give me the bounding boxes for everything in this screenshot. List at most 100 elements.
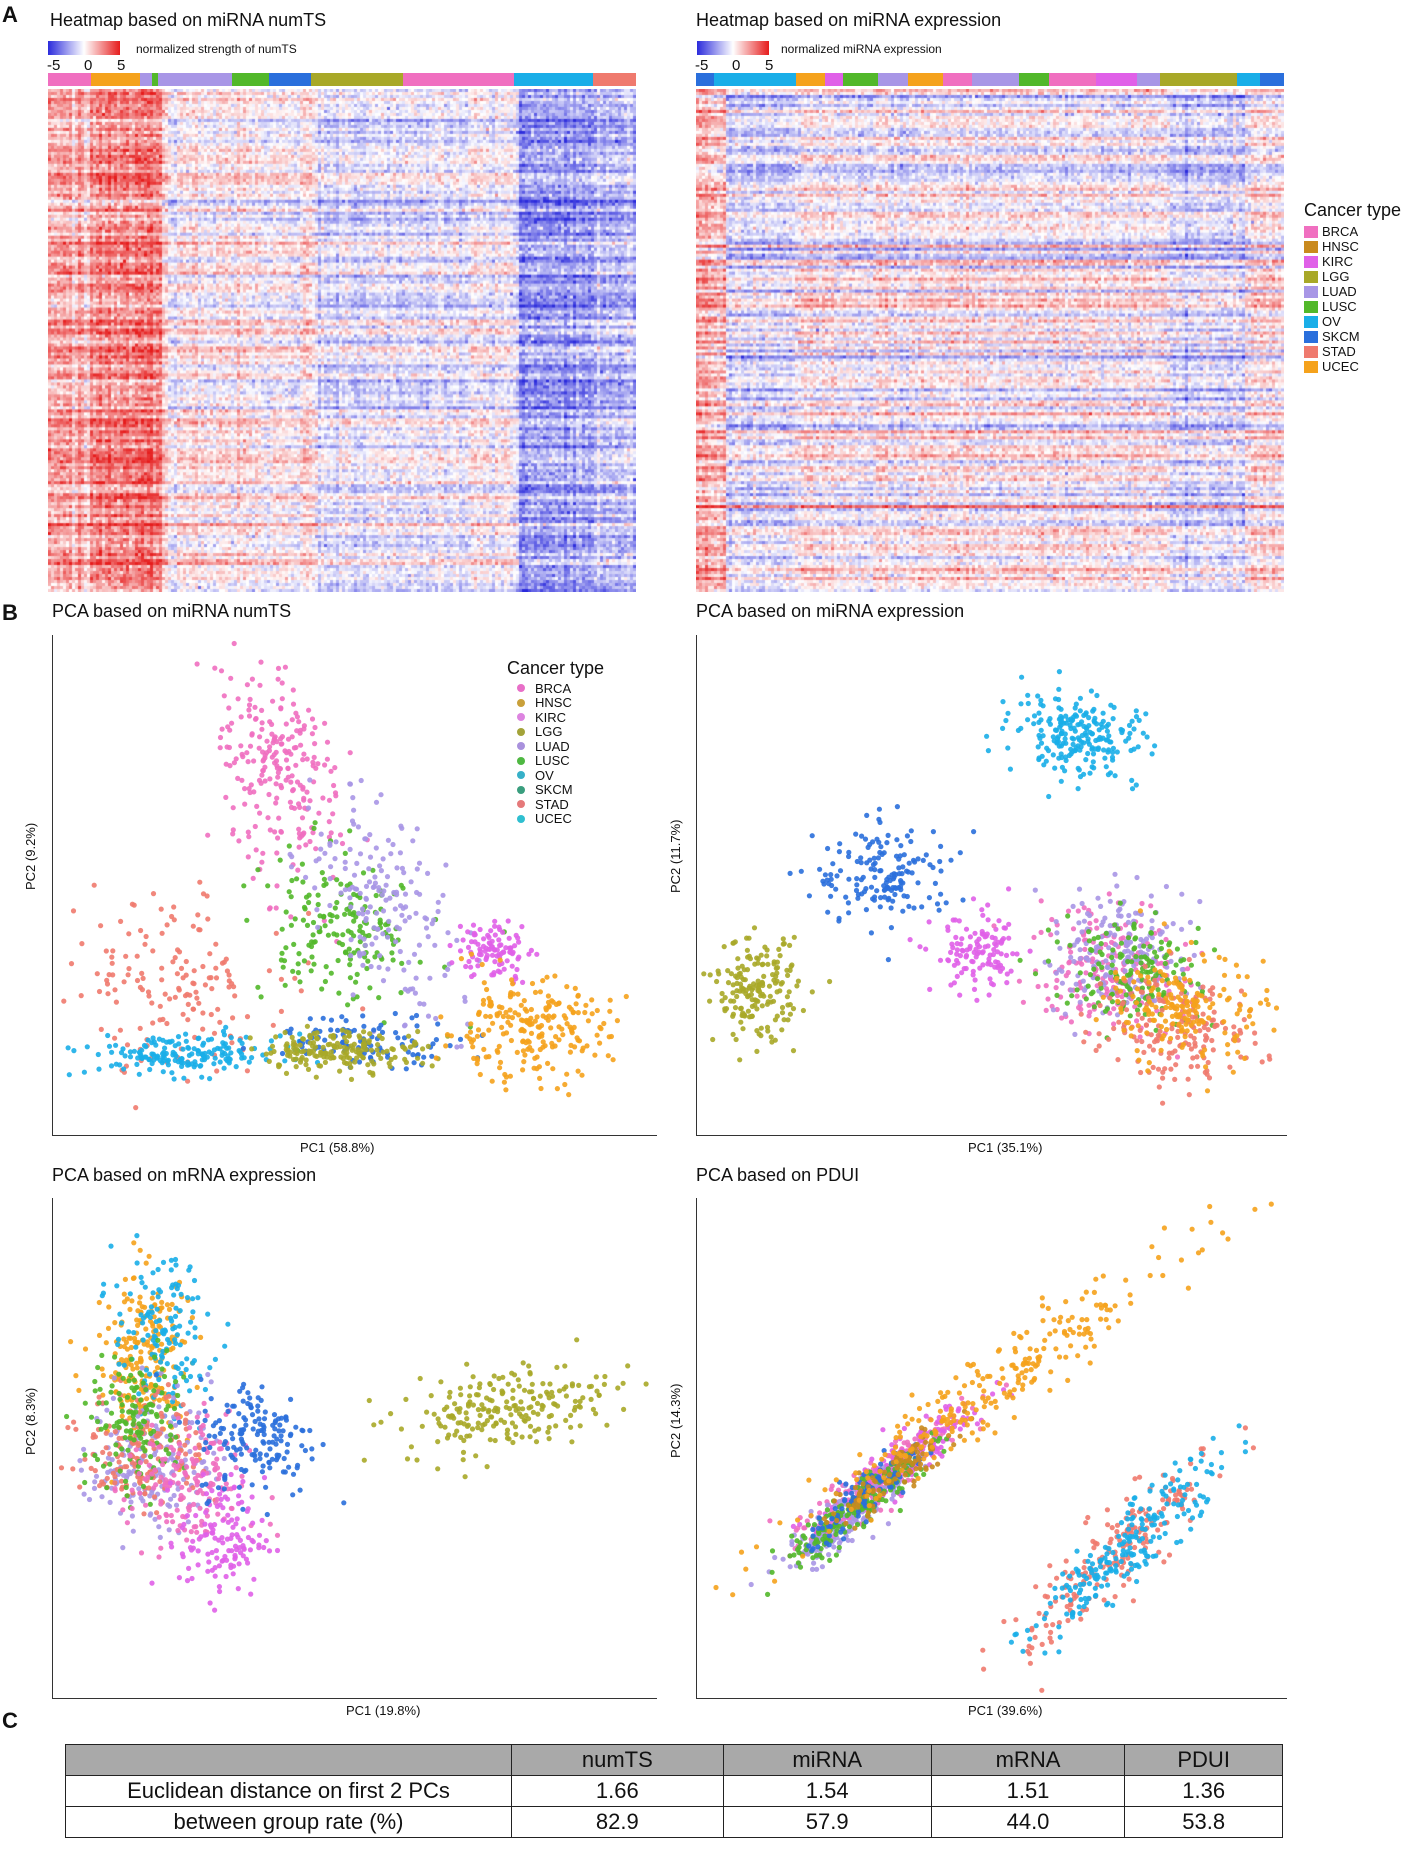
legend-swatch	[1304, 240, 1318, 253]
series-lgg	[361, 1337, 649, 1480]
point-ov	[249, 1055, 255, 1061]
point-ov	[237, 1049, 243, 1055]
point-ov	[1040, 703, 1046, 709]
point-skcm	[971, 829, 977, 835]
point-skcm	[243, 1422, 249, 1428]
pca-mirna-xlabel: PC1 (35.1%)	[968, 1140, 1043, 1155]
point-lgg	[526, 1363, 532, 1369]
point-lusc	[288, 894, 294, 900]
legend-dot	[517, 727, 525, 736]
point-lgg	[701, 971, 707, 977]
point-skcm	[960, 897, 966, 903]
point-ucec	[499, 1024, 505, 1030]
point-luad	[413, 975, 419, 981]
point-kirc	[230, 1571, 236, 1577]
heatmap-legend-item-ov: OV	[1304, 314, 1401, 329]
point-skcm	[202, 1417, 208, 1423]
point-lusc	[1109, 962, 1115, 968]
point-kirc	[959, 947, 965, 953]
point-skcm	[240, 1506, 246, 1512]
heatmap-numts-colorbar	[48, 41, 120, 55]
point-lgg	[545, 1391, 551, 1397]
point-brca	[324, 739, 331, 745]
pca-legend-item-lusc: LUSC	[517, 753, 604, 768]
point-luad	[408, 879, 414, 885]
point-ov	[151, 1039, 157, 1045]
point-lusc	[1180, 971, 1186, 977]
point-lgg	[436, 1420, 442, 1426]
point-lgg	[371, 1061, 377, 1067]
point-ucec	[1250, 1021, 1256, 1027]
point-ov	[1083, 757, 1089, 763]
point-skcm	[335, 1027, 341, 1033]
point-skcm	[863, 907, 869, 913]
point-skcm	[421, 1054, 427, 1060]
point-kirc	[229, 1548, 235, 1554]
point-lusc	[148, 1401, 154, 1407]
point-brca	[273, 758, 280, 764]
point-ov	[1105, 772, 1111, 778]
point-brca	[259, 859, 265, 865]
series-lgg	[247, 1023, 451, 1082]
point-ov	[1073, 701, 1079, 707]
point-lgg	[790, 1048, 797, 1054]
point-kirc	[488, 928, 494, 934]
point-skcm	[896, 871, 902, 877]
point-lusc	[140, 1483, 146, 1489]
point-stad	[165, 1382, 171, 1388]
point-ucec	[508, 1037, 514, 1044]
point-stad	[185, 1017, 191, 1023]
point-skcm	[877, 868, 883, 874]
point-ucec	[480, 997, 487, 1003]
point-luad	[431, 917, 437, 923]
point-brca	[227, 727, 233, 733]
point-stad	[103, 948, 109, 954]
point-ov	[116, 1361, 122, 1367]
point-ucec	[1180, 1004, 1186, 1010]
point-luad	[393, 889, 400, 895]
point-skcm	[267, 1446, 273, 1452]
point-stad	[104, 977, 110, 983]
point-luad	[360, 911, 366, 917]
point-ov	[170, 1390, 176, 1396]
point-brca	[136, 1471, 142, 1477]
point-kirc	[235, 1501, 242, 1507]
point-brca	[191, 1524, 197, 1530]
point-skcm	[411, 1060, 417, 1066]
point-lusc	[107, 1461, 113, 1467]
point-stad	[96, 1394, 102, 1400]
point-ucec	[1216, 954, 1222, 960]
point-ov	[177, 1308, 183, 1314]
point-ucec	[144, 1396, 150, 1402]
point-luad	[1098, 903, 1104, 909]
point-ucec	[1168, 1035, 1174, 1042]
point-stad	[180, 1011, 186, 1017]
point-stad	[1156, 1084, 1162, 1090]
point-skcm	[206, 1498, 212, 1504]
point-luad	[1134, 874, 1140, 881]
point-kirc	[180, 1554, 186, 1560]
point-luad	[381, 888, 387, 894]
point-lusc	[1127, 1013, 1133, 1019]
point-brca	[332, 765, 338, 771]
point-ucec	[159, 1299, 165, 1305]
point-ov	[170, 1326, 176, 1332]
point-skcm	[361, 1023, 367, 1029]
point-skcm	[879, 851, 885, 857]
point-brca	[274, 883, 280, 889]
point-luad	[365, 909, 371, 915]
point-luad	[425, 934, 431, 940]
point-brca	[1111, 1006, 1117, 1012]
point-ucec	[481, 1046, 487, 1052]
point-lgg	[733, 1036, 739, 1043]
point-lgg	[347, 1060, 353, 1067]
point-ucec	[1187, 1008, 1193, 1014]
point-luad	[414, 866, 420, 872]
point-skcm	[176, 1419, 182, 1425]
point-ov	[1144, 734, 1150, 740]
point-skcm	[328, 1017, 335, 1023]
point-kirc	[235, 1586, 241, 1592]
point-skcm	[882, 894, 888, 900]
point-ov	[173, 1305, 179, 1311]
point-luad	[362, 942, 368, 948]
